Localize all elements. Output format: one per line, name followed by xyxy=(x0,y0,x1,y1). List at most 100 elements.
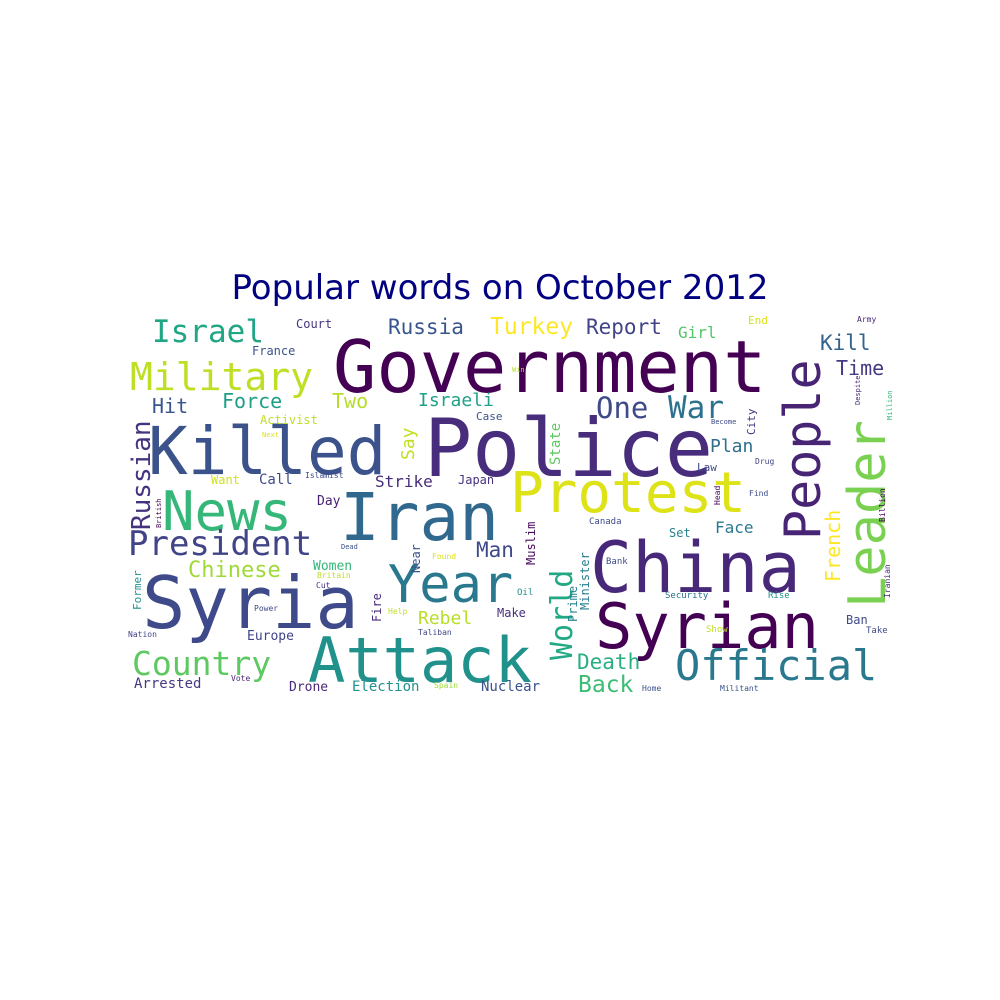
word-hit: Hit xyxy=(152,394,188,418)
word-taliban: Taliban xyxy=(418,628,452,637)
word-win: Win xyxy=(512,366,525,374)
word-killed: Killed xyxy=(148,413,386,490)
word-militant: Militant xyxy=(720,684,759,693)
word-rise: Rise xyxy=(768,591,790,601)
word-islamist: Islamist xyxy=(305,471,344,480)
word-want: Want xyxy=(211,473,240,487)
word-day: Day xyxy=(317,494,341,509)
word-time: Time xyxy=(836,356,884,380)
word-back: Back xyxy=(578,672,634,698)
word-state: State xyxy=(548,423,564,465)
word-syria: Syria xyxy=(142,561,359,645)
word-nation: Nation xyxy=(128,630,157,639)
word-former: Former xyxy=(131,570,144,610)
word-protest: Protest xyxy=(510,461,746,526)
word-activist: Activist xyxy=(260,413,318,427)
word-news: News xyxy=(162,480,292,543)
word-plan: Plan xyxy=(710,436,753,457)
word-billion: Billion xyxy=(878,488,887,522)
word-make: Make xyxy=(497,606,526,620)
word-chinese: Chinese xyxy=(188,558,281,583)
word-drug: Drug xyxy=(755,457,774,466)
word-russia: Russia xyxy=(388,315,464,339)
word-million: Million xyxy=(886,390,894,420)
word-become: Become xyxy=(711,418,736,426)
word-strike: Strike xyxy=(375,472,433,491)
word-iranian: Iranian xyxy=(883,564,892,598)
word-country: Country xyxy=(132,644,271,683)
word-israel: Israel xyxy=(152,314,264,350)
word-women: Women xyxy=(313,559,352,574)
word-law: Law xyxy=(697,461,717,474)
word-next: Next xyxy=(262,431,279,439)
word-end: End xyxy=(748,314,768,327)
word-dead: Dead xyxy=(341,543,358,551)
word-home: Home xyxy=(642,684,661,693)
word-court: Court xyxy=(296,317,332,331)
word-despite: Despite xyxy=(854,375,862,405)
word-report: Report xyxy=(586,315,662,339)
word-russian: Russian xyxy=(127,420,157,530)
word-case: Case xyxy=(476,410,503,423)
word-syrian: Syrian xyxy=(595,590,819,663)
word-force: Force xyxy=(222,389,282,413)
word-ban: Ban xyxy=(846,613,868,627)
word-set: Set xyxy=(669,526,691,540)
word-death: Death xyxy=(577,650,640,674)
word-china: China xyxy=(590,527,801,609)
word-minister: Minister xyxy=(578,552,592,610)
word-cut: Cut xyxy=(316,581,331,590)
word-kill: Kill xyxy=(820,331,871,355)
word-take: Take xyxy=(866,626,888,636)
word-british: British xyxy=(155,498,163,528)
word-military: Military xyxy=(130,355,313,399)
word-drone: Drone xyxy=(289,680,328,695)
word-security: Security xyxy=(665,591,709,601)
word-one: One xyxy=(596,391,648,425)
word-help: Help xyxy=(388,607,407,616)
word-girl: Girl xyxy=(678,323,717,342)
word-war: War xyxy=(668,390,724,426)
word-muslim: Muslim xyxy=(524,522,538,565)
word-face: Face xyxy=(715,518,754,537)
word-leader: Leader xyxy=(838,420,898,608)
word-attack: Attack xyxy=(308,624,532,697)
word-turkey: Turkey xyxy=(490,314,573,340)
word-iran: Iran xyxy=(340,479,499,556)
word-europe: Europe xyxy=(247,629,294,644)
word-canada: Canada xyxy=(589,517,622,527)
word-oil: Oil xyxy=(517,588,533,598)
word-arrested: Arrested xyxy=(134,676,201,692)
word-world: World xyxy=(545,570,580,660)
word-nuclear: Nuclear xyxy=(481,679,540,695)
word-city: City xyxy=(745,408,758,435)
word-prime: Prime xyxy=(566,586,580,622)
word-israeli: Israeli xyxy=(418,390,494,411)
word-show: Show xyxy=(706,625,728,635)
word-french: French xyxy=(821,510,845,582)
word-official: Official xyxy=(675,641,877,690)
word-people: People xyxy=(774,359,832,540)
word-britain: Britain xyxy=(317,571,351,580)
word-bank: Bank xyxy=(606,557,628,567)
word-rebel: Rebel xyxy=(418,608,472,629)
word-year: Year xyxy=(388,555,513,615)
word-near: Near xyxy=(409,544,423,573)
word-president: President xyxy=(128,524,312,564)
word-fire: Fire xyxy=(370,593,384,622)
word-france: France xyxy=(252,344,295,358)
word-police: Police xyxy=(424,402,713,495)
word-power: Power xyxy=(254,604,278,613)
word-vote: Vote xyxy=(231,674,250,683)
word-say: Say xyxy=(398,427,419,460)
word-government: Government xyxy=(333,325,766,409)
word-army: Army xyxy=(857,315,876,324)
word-find: Find xyxy=(749,489,768,498)
word-found: Found xyxy=(432,552,456,561)
word-two: Two xyxy=(332,389,368,413)
chart-title: Popular words on October 2012 xyxy=(231,268,769,308)
word-man: Man xyxy=(476,538,514,562)
word-japan: Japan xyxy=(458,473,494,487)
word-call: Call xyxy=(259,472,293,488)
